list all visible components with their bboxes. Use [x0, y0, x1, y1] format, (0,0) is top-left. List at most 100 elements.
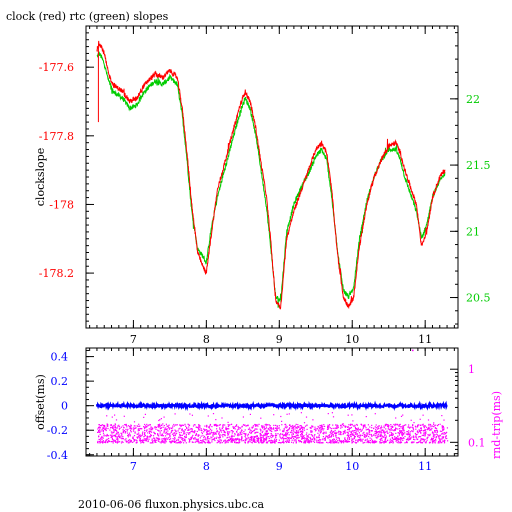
roundtrip-point — [314, 430, 317, 432]
roundtrip-point — [192, 441, 194, 443]
roundtrip-point — [233, 435, 235, 437]
roundtrip-point — [261, 441, 263, 443]
roundtrip-point — [124, 439, 126, 441]
roundtrip-point — [231, 439, 233, 441]
roundtrip-point — [339, 441, 341, 443]
roundtrip-point — [327, 442, 329, 444]
roundtrip-point — [330, 442, 332, 444]
roundtrip-point — [379, 442, 381, 444]
roundtrip-point — [225, 441, 227, 443]
roundtrip-point — [277, 433, 279, 435]
slope-x-tick-label: 7 — [130, 333, 137, 346]
roundtrip-point — [187, 423, 189, 425]
roundtrip-point — [348, 437, 351, 439]
roundtrip-point — [193, 431, 195, 433]
roundtrip-point — [417, 436, 420, 438]
roundtrip-point — [282, 437, 285, 439]
roundtrip-point — [331, 439, 334, 441]
roundtrip-point — [285, 431, 287, 434]
roundtrip-point — [206, 426, 208, 428]
roundtrip-point — [104, 441, 106, 443]
roundtrip-point — [129, 435, 131, 437]
offset-y-tick-label: -0.4 — [47, 449, 68, 462]
roundtrip-point — [228, 432, 230, 434]
roundtrip-point — [354, 433, 356, 435]
roundtrip-point — [198, 424, 200, 426]
roundtrip-point — [441, 436, 443, 438]
roundtrip-point — [114, 440, 116, 442]
roundtrip-point — [185, 436, 187, 438]
roundtrip-point — [354, 424, 356, 426]
roundtrip-point — [400, 432, 402, 434]
roundtrip-point — [412, 427, 414, 429]
roundtrip-point — [408, 432, 410, 434]
roundtrip-point — [102, 432, 105, 434]
roundtrip-point — [295, 427, 297, 429]
roundtrip-point — [327, 437, 329, 439]
roundtrip-point — [132, 441, 134, 443]
roundtrip-point — [138, 423, 140, 425]
roundtrip-point — [285, 434, 287, 436]
roundtrip-point — [112, 425, 114, 427]
roundtrip-point — [134, 427, 136, 429]
roundtrip-point — [322, 441, 324, 444]
roundtrip-point — [247, 433, 249, 436]
roundtrip-point — [391, 436, 393, 439]
roundtrip-point — [188, 424, 191, 426]
roundtrip-point — [109, 429, 111, 431]
roundtrip-point — [162, 441, 165, 443]
roundtrip-point — [259, 435, 261, 437]
roundtrip-point — [273, 424, 275, 426]
roundtrip-point — [389, 442, 391, 444]
roundtrip-point — [266, 432, 269, 434]
roundtrip-point — [327, 436, 329, 438]
roundtrip-point — [412, 435, 415, 437]
roundtrip-point — [389, 434, 391, 436]
roundtrip-point — [260, 441, 262, 443]
roundtrip-point — [391, 429, 393, 431]
roundtrip-point — [296, 428, 298, 430]
roundtrip-point — [348, 430, 350, 432]
roundtrip-point — [163, 432, 165, 434]
roundtrip-point — [243, 432, 245, 435]
roundtrip-point — [115, 438, 117, 440]
roundtrip-point — [394, 428, 397, 430]
roundtrip-point — [231, 434, 233, 436]
roundtrip-point — [138, 432, 140, 434]
roundtrip-point — [317, 432, 319, 434]
roundtrip-point — [216, 436, 218, 438]
roundtrip-point — [119, 441, 121, 443]
roundtrip-point — [402, 434, 404, 436]
roundtrip-point — [352, 425, 355, 427]
roundtrip-point — [303, 422, 306, 424]
roundtrip-point — [330, 436, 332, 438]
roundtrip-point — [129, 428, 132, 430]
roundtrip-point — [391, 439, 393, 441]
roundtrip-point — [264, 434, 266, 436]
roundtrip-point — [139, 440, 141, 442]
roundtrip-point — [421, 424, 424, 426]
roundtrip-point — [255, 432, 257, 434]
roundtrip-point — [221, 442, 223, 444]
roundtrip-point — [99, 440, 102, 442]
roundtrip-point — [370, 438, 373, 440]
roundtrip-point — [430, 428, 432, 430]
roundtrip-point — [291, 436, 293, 438]
roundtrip-point — [373, 434, 375, 436]
roundtrip-point — [120, 435, 122, 437]
roundtrip-point — [342, 423, 344, 425]
roundtrip-point — [154, 426, 156, 428]
roundtrip-point — [262, 425, 264, 427]
roundtrip-point — [174, 429, 176, 431]
roundtrip-point — [217, 441, 219, 443]
roundtrip-point — [395, 438, 397, 440]
roundtrip-point — [165, 439, 167, 441]
roundtrip-point — [233, 426, 235, 428]
roundtrip-point — [375, 430, 377, 433]
roundtrip-point — [180, 437, 182, 439]
roundtrip-point — [129, 425, 131, 427]
roundtrip-point — [250, 436, 252, 439]
roundtrip-point — [254, 439, 256, 441]
roundtrip-point — [190, 438, 192, 441]
roundtrip-point — [297, 437, 299, 439]
